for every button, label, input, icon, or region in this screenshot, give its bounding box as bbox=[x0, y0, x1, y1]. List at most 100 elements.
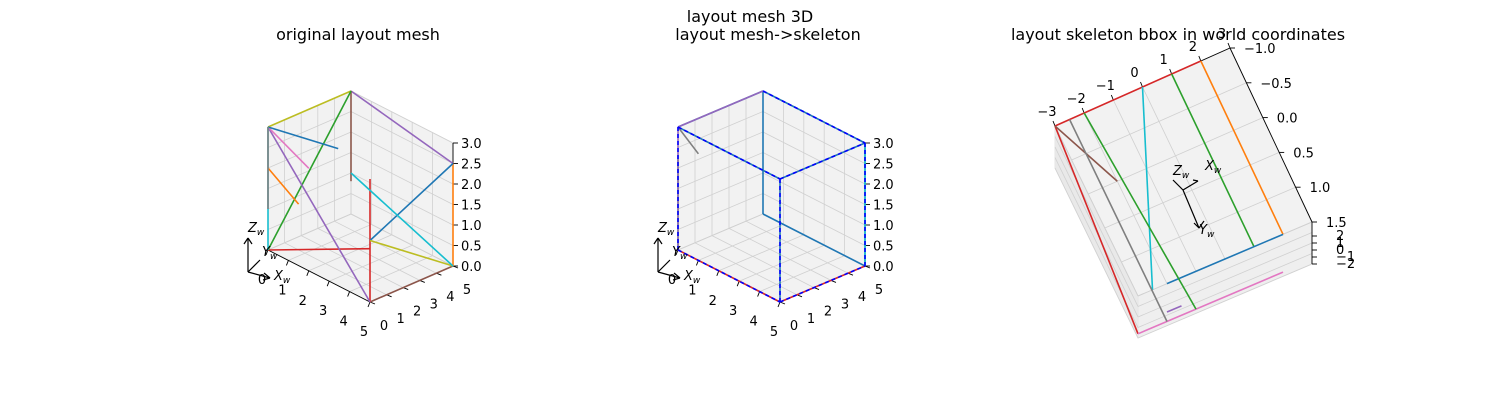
y-tick-label: 0.0 bbox=[1277, 112, 1298, 127]
grid-line bbox=[711, 235, 815, 288]
grid-line bbox=[759, 255, 845, 292]
grid-line bbox=[350, 90, 454, 144]
grid-line bbox=[301, 235, 404, 288]
grid-line bbox=[1112, 99, 1197, 272]
z-tick-label: −1 bbox=[1336, 250, 1355, 265]
y-tick-label: 0 bbox=[790, 319, 798, 334]
y-axis-line bbox=[1229, 47, 1313, 223]
x-tick bbox=[1052, 120, 1056, 127]
x-tick-label: 3 bbox=[1218, 27, 1226, 42]
edge-red bbox=[1054, 60, 1202, 127]
x-tick bbox=[736, 281, 740, 287]
edge-dashed_blue bbox=[677, 126, 781, 180]
y-tick-label: 0 bbox=[380, 319, 388, 334]
frame-z-head bbox=[653, 237, 659, 245]
z-tick-label: 2.0 bbox=[461, 178, 482, 193]
frame-y-arrow bbox=[1182, 189, 1200, 229]
y-tick-label: 1.0 bbox=[1310, 181, 1331, 196]
grid-line bbox=[349, 255, 433, 292]
grid-line bbox=[267, 172, 352, 210]
y-tick-label: 1 bbox=[396, 312, 404, 327]
grid-line bbox=[1137, 242, 1313, 318]
x-tick bbox=[1140, 81, 1143, 88]
edge-purple bbox=[1166, 305, 1182, 313]
edge-gray bbox=[677, 126, 700, 155]
grid-line bbox=[317, 228, 420, 281]
x-tick bbox=[1169, 68, 1173, 75]
x-axis-line bbox=[267, 249, 371, 303]
y-tick-label: 5 bbox=[463, 283, 471, 298]
z-tick-label: 0.0 bbox=[873, 260, 894, 275]
x-tick-label: −3 bbox=[1037, 105, 1056, 120]
grid-line bbox=[677, 213, 764, 251]
panel-title: layout skeleton bbox in world coordinate… bbox=[1011, 25, 1345, 44]
frame-z-label: Zw bbox=[657, 221, 675, 238]
edge-pink bbox=[267, 126, 310, 169]
grid-line bbox=[308, 234, 392, 272]
z-tick-label: 1.5 bbox=[461, 199, 482, 214]
edge-blue bbox=[267, 126, 339, 150]
edge-green bbox=[1083, 112, 1197, 310]
x-tick-label: 1 bbox=[1160, 53, 1168, 68]
grid-line bbox=[288, 224, 372, 261]
frame-x-head bbox=[672, 277, 681, 281]
x-tick-label: 3 bbox=[319, 304, 327, 319]
grid-line bbox=[762, 111, 866, 164]
edge-dashed_blue bbox=[779, 265, 866, 303]
edge-dashed_blue bbox=[779, 142, 866, 180]
grid-line bbox=[677, 111, 764, 148]
edge-olive bbox=[267, 90, 352, 128]
frame-x-arrow bbox=[1182, 180, 1199, 191]
y-tick-label: 0.5 bbox=[1293, 146, 1314, 161]
edge-dashed_blue bbox=[677, 249, 781, 303]
grid-line bbox=[267, 213, 352, 251]
z-tick-label: 0.0 bbox=[461, 260, 482, 275]
x-tick bbox=[695, 260, 699, 266]
y-tick-label: 3 bbox=[430, 297, 438, 312]
z-tick-label: 2.5 bbox=[873, 158, 894, 173]
frame-y-head bbox=[1198, 220, 1205, 229]
x-tick-label: 3 bbox=[729, 304, 737, 319]
frame-x-arrow bbox=[657, 271, 681, 279]
edge-purple bbox=[350, 90, 454, 165]
x-tick bbox=[1110, 94, 1114, 101]
frame-z-head bbox=[657, 237, 663, 245]
edge-cyan bbox=[350, 172, 454, 267]
grid-line bbox=[350, 213, 454, 267]
y-tick-label: 4 bbox=[446, 290, 454, 305]
z-tick-label: 1.0 bbox=[461, 219, 482, 234]
grid-line bbox=[677, 193, 764, 230]
grid-line bbox=[745, 220, 849, 274]
x-tick-label: −1 bbox=[1096, 79, 1115, 94]
frame-x-label: Xw bbox=[273, 269, 291, 286]
edge-cyan bbox=[1141, 86, 1154, 290]
grid-line bbox=[350, 131, 454, 185]
z-tick-label: 0 bbox=[1336, 243, 1344, 258]
z-tick-label: −2 bbox=[1336, 257, 1355, 272]
edge-orange bbox=[1200, 60, 1284, 235]
panel-title: original layout mesh bbox=[276, 25, 440, 44]
frame-x-label: Xw bbox=[683, 269, 701, 286]
x-tick-label: 2 bbox=[299, 294, 307, 309]
edge-purple bbox=[267, 126, 371, 303]
y-tick-label: 4 bbox=[858, 290, 866, 305]
grid-line bbox=[739, 244, 825, 282]
z-tick-label: 2.0 bbox=[873, 178, 894, 193]
z-tick-label: 2 bbox=[1336, 229, 1344, 244]
panel-skeleton-bbox-world: layout skeleton bbox in world coordinate… bbox=[1011, 25, 1355, 339]
edge-orange bbox=[267, 167, 300, 205]
x-tick bbox=[347, 291, 351, 297]
x-tick-label: 5 bbox=[770, 325, 778, 340]
x-tick-label: 2 bbox=[1189, 40, 1197, 55]
y-tick-label: 5 bbox=[875, 283, 883, 298]
y-tick-label: 3 bbox=[841, 297, 849, 312]
x-tick-label: −2 bbox=[1067, 92, 1086, 107]
x-tick-label: 0 bbox=[258, 273, 266, 288]
edge-purple bbox=[677, 90, 764, 128]
figure-title: layout mesh 3D bbox=[687, 7, 814, 26]
frame-z-arrow bbox=[1172, 179, 1184, 191]
edge-dashed_blue bbox=[762, 90, 866, 144]
z-tick-label: 0.5 bbox=[461, 240, 482, 255]
